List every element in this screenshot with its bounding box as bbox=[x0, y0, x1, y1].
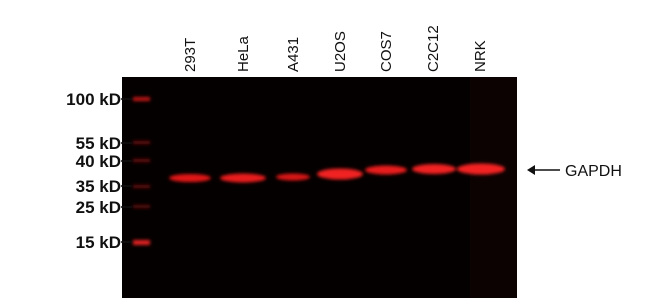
protein-band bbox=[276, 173, 310, 181]
lane-label: 293T bbox=[182, 38, 199, 72]
ladder-band bbox=[133, 97, 150, 101]
ladder-band bbox=[133, 205, 150, 208]
ladder-band bbox=[133, 185, 150, 188]
protein-band bbox=[412, 164, 456, 174]
lane-label: U2OS bbox=[332, 31, 349, 72]
marker-label: 40 kD bbox=[76, 152, 121, 171]
lane-label: A431 bbox=[285, 37, 302, 72]
ladder-band bbox=[133, 159, 150, 162]
ladder-band bbox=[133, 141, 150, 144]
lane-label: C2C12 bbox=[425, 25, 442, 72]
gapdh-bands bbox=[169, 163, 505, 183]
protein-band bbox=[169, 174, 211, 182]
blot-membrane bbox=[122, 77, 517, 298]
marker-label: 100 kD bbox=[66, 90, 121, 109]
marker-label: 55 kD bbox=[76, 134, 121, 153]
protein-band bbox=[317, 168, 363, 180]
marker-label: 15 kD bbox=[76, 233, 121, 252]
blot-background-glow bbox=[470, 77, 517, 298]
target-label: GAPDH bbox=[565, 163, 622, 180]
ladder bbox=[133, 97, 150, 245]
lane-label: NRK bbox=[472, 40, 489, 72]
protein-band bbox=[220, 173, 266, 183]
lane-label: COS7 bbox=[378, 31, 395, 72]
marker-label: 25 kD bbox=[76, 198, 121, 217]
marker-label: 35 kD bbox=[76, 177, 121, 196]
lane-label: HeLa bbox=[235, 35, 252, 72]
protein-band bbox=[365, 165, 407, 175]
protein-band bbox=[457, 163, 505, 175]
ladder-band bbox=[133, 240, 150, 245]
arrow-head bbox=[527, 165, 535, 175]
